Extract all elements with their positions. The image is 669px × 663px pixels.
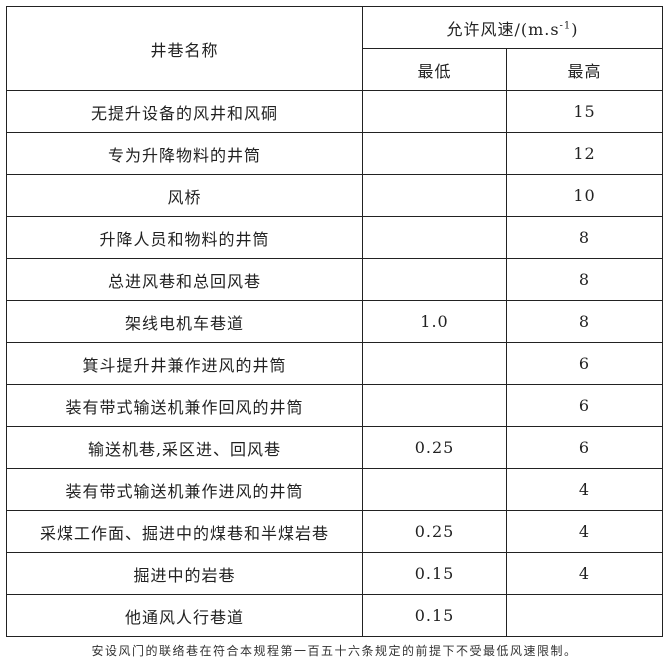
cell-max: 6: [506, 426, 663, 469]
table-row: 升降人员和物料的井筒 8: [6, 216, 663, 259]
cell-max: 4: [506, 552, 663, 595]
cell-max: 8: [506, 258, 663, 301]
cell-name: 专为升降物料的井筒: [6, 132, 363, 175]
cell-name: 升降人员和物料的井筒: [6, 216, 363, 259]
cell-min: [362, 468, 507, 511]
cell-name: 无提升设备的风井和风硐: [6, 90, 363, 133]
cell-max: 8: [506, 300, 663, 343]
cell-max: [506, 594, 663, 637]
cell-min: [362, 384, 507, 427]
table-row: 专为升降物料的井筒 12: [6, 132, 663, 175]
cell-name: 掘进中的岩巷: [6, 552, 363, 595]
cell-max: 10: [506, 174, 663, 217]
cell-min: 0.15: [362, 552, 507, 595]
table-row: 输送机巷,采区进、回风巷 0.25 6: [6, 426, 663, 469]
cell-max: 12: [506, 132, 663, 175]
table-row: 掘进中的岩巷 0.15 4: [6, 552, 663, 595]
header-row: 井巷名称 允许风速/(m.s-1): [6, 6, 663, 91]
table-row: 无提升设备的风井和风硐 15: [6, 90, 663, 133]
cell-min: 0.15: [362, 594, 507, 637]
table-row: 箕斗提升井兼作进风的井筒 6: [6, 342, 663, 385]
table-row: 架线电机车巷道 1.0 8: [6, 300, 663, 343]
cell-name: 装有带式输送机兼作进风的井筒: [6, 468, 363, 511]
cell-min: [362, 174, 507, 217]
cell-min: 0.25: [362, 426, 507, 469]
cell-min: [362, 216, 507, 259]
header-speed: 允许风速/(m.s-1): [362, 6, 663, 49]
table-row: 装有带式输送机兼作回风的井筒 6: [6, 384, 663, 427]
cell-max: 4: [506, 510, 663, 553]
header-speed-sup: -1: [559, 20, 572, 32]
cell-min: [362, 90, 507, 133]
table-row: 装有带式输送机兼作进风的井筒 4: [6, 468, 663, 511]
header-row-sub: 最低 最高: [7, 48, 663, 91]
table-row: 总进风巷和总回风巷 8: [6, 258, 663, 301]
cell-name: 箕斗提升井兼作进风的井筒: [6, 342, 363, 385]
cell-min: [362, 258, 507, 301]
header-max: 最高: [506, 48, 663, 91]
header-speed-label: 允许风速/(m.s: [446, 19, 560, 39]
wind-speed-table: 井巷名称 允许风速/(m.s-1) 最低 最高 无提升设备的风井和风硐 15 专为升…: [6, 6, 663, 637]
table-row: 采煤工作面、掘进中的煤巷和半煤岩巷 0.25 4: [6, 510, 663, 553]
cell-max: 8: [506, 216, 663, 259]
cell-min: [362, 342, 507, 385]
cell-name: 采煤工作面、掘进中的煤巷和半煤岩巷: [6, 510, 363, 553]
footnote: 安设风门的联络巷在符合本规程第一百五十六条规定的前提下不受最低风速限制。: [91, 644, 578, 658]
header-min: 最低: [362, 48, 507, 91]
cell-min: 0.25: [362, 510, 507, 553]
table-row: 风桥 10: [6, 174, 663, 217]
header-speed-close: ): [571, 19, 579, 39]
cell-max: 6: [506, 342, 663, 385]
cell-max: 15: [506, 90, 663, 133]
cell-name: 总进风巷和总回风巷: [6, 258, 363, 301]
cell-name: 输送机巷,采区进、回风巷: [6, 426, 363, 469]
table-row: 他通风人行巷道 0.15: [6, 594, 663, 637]
cell-max: 4: [506, 468, 663, 511]
cell-name: 他通风人行巷道: [6, 594, 363, 637]
cell-name: 装有带式输送机兼作回风的井筒: [6, 384, 363, 427]
cell-name: 风桥: [6, 174, 363, 217]
cell-min: [362, 132, 507, 175]
cell-max: 6: [506, 384, 663, 427]
cell-min: 1.0: [362, 300, 507, 343]
header-name: 井巷名称: [6, 6, 363, 91]
cell-name: 架线电机车巷道: [6, 300, 363, 343]
